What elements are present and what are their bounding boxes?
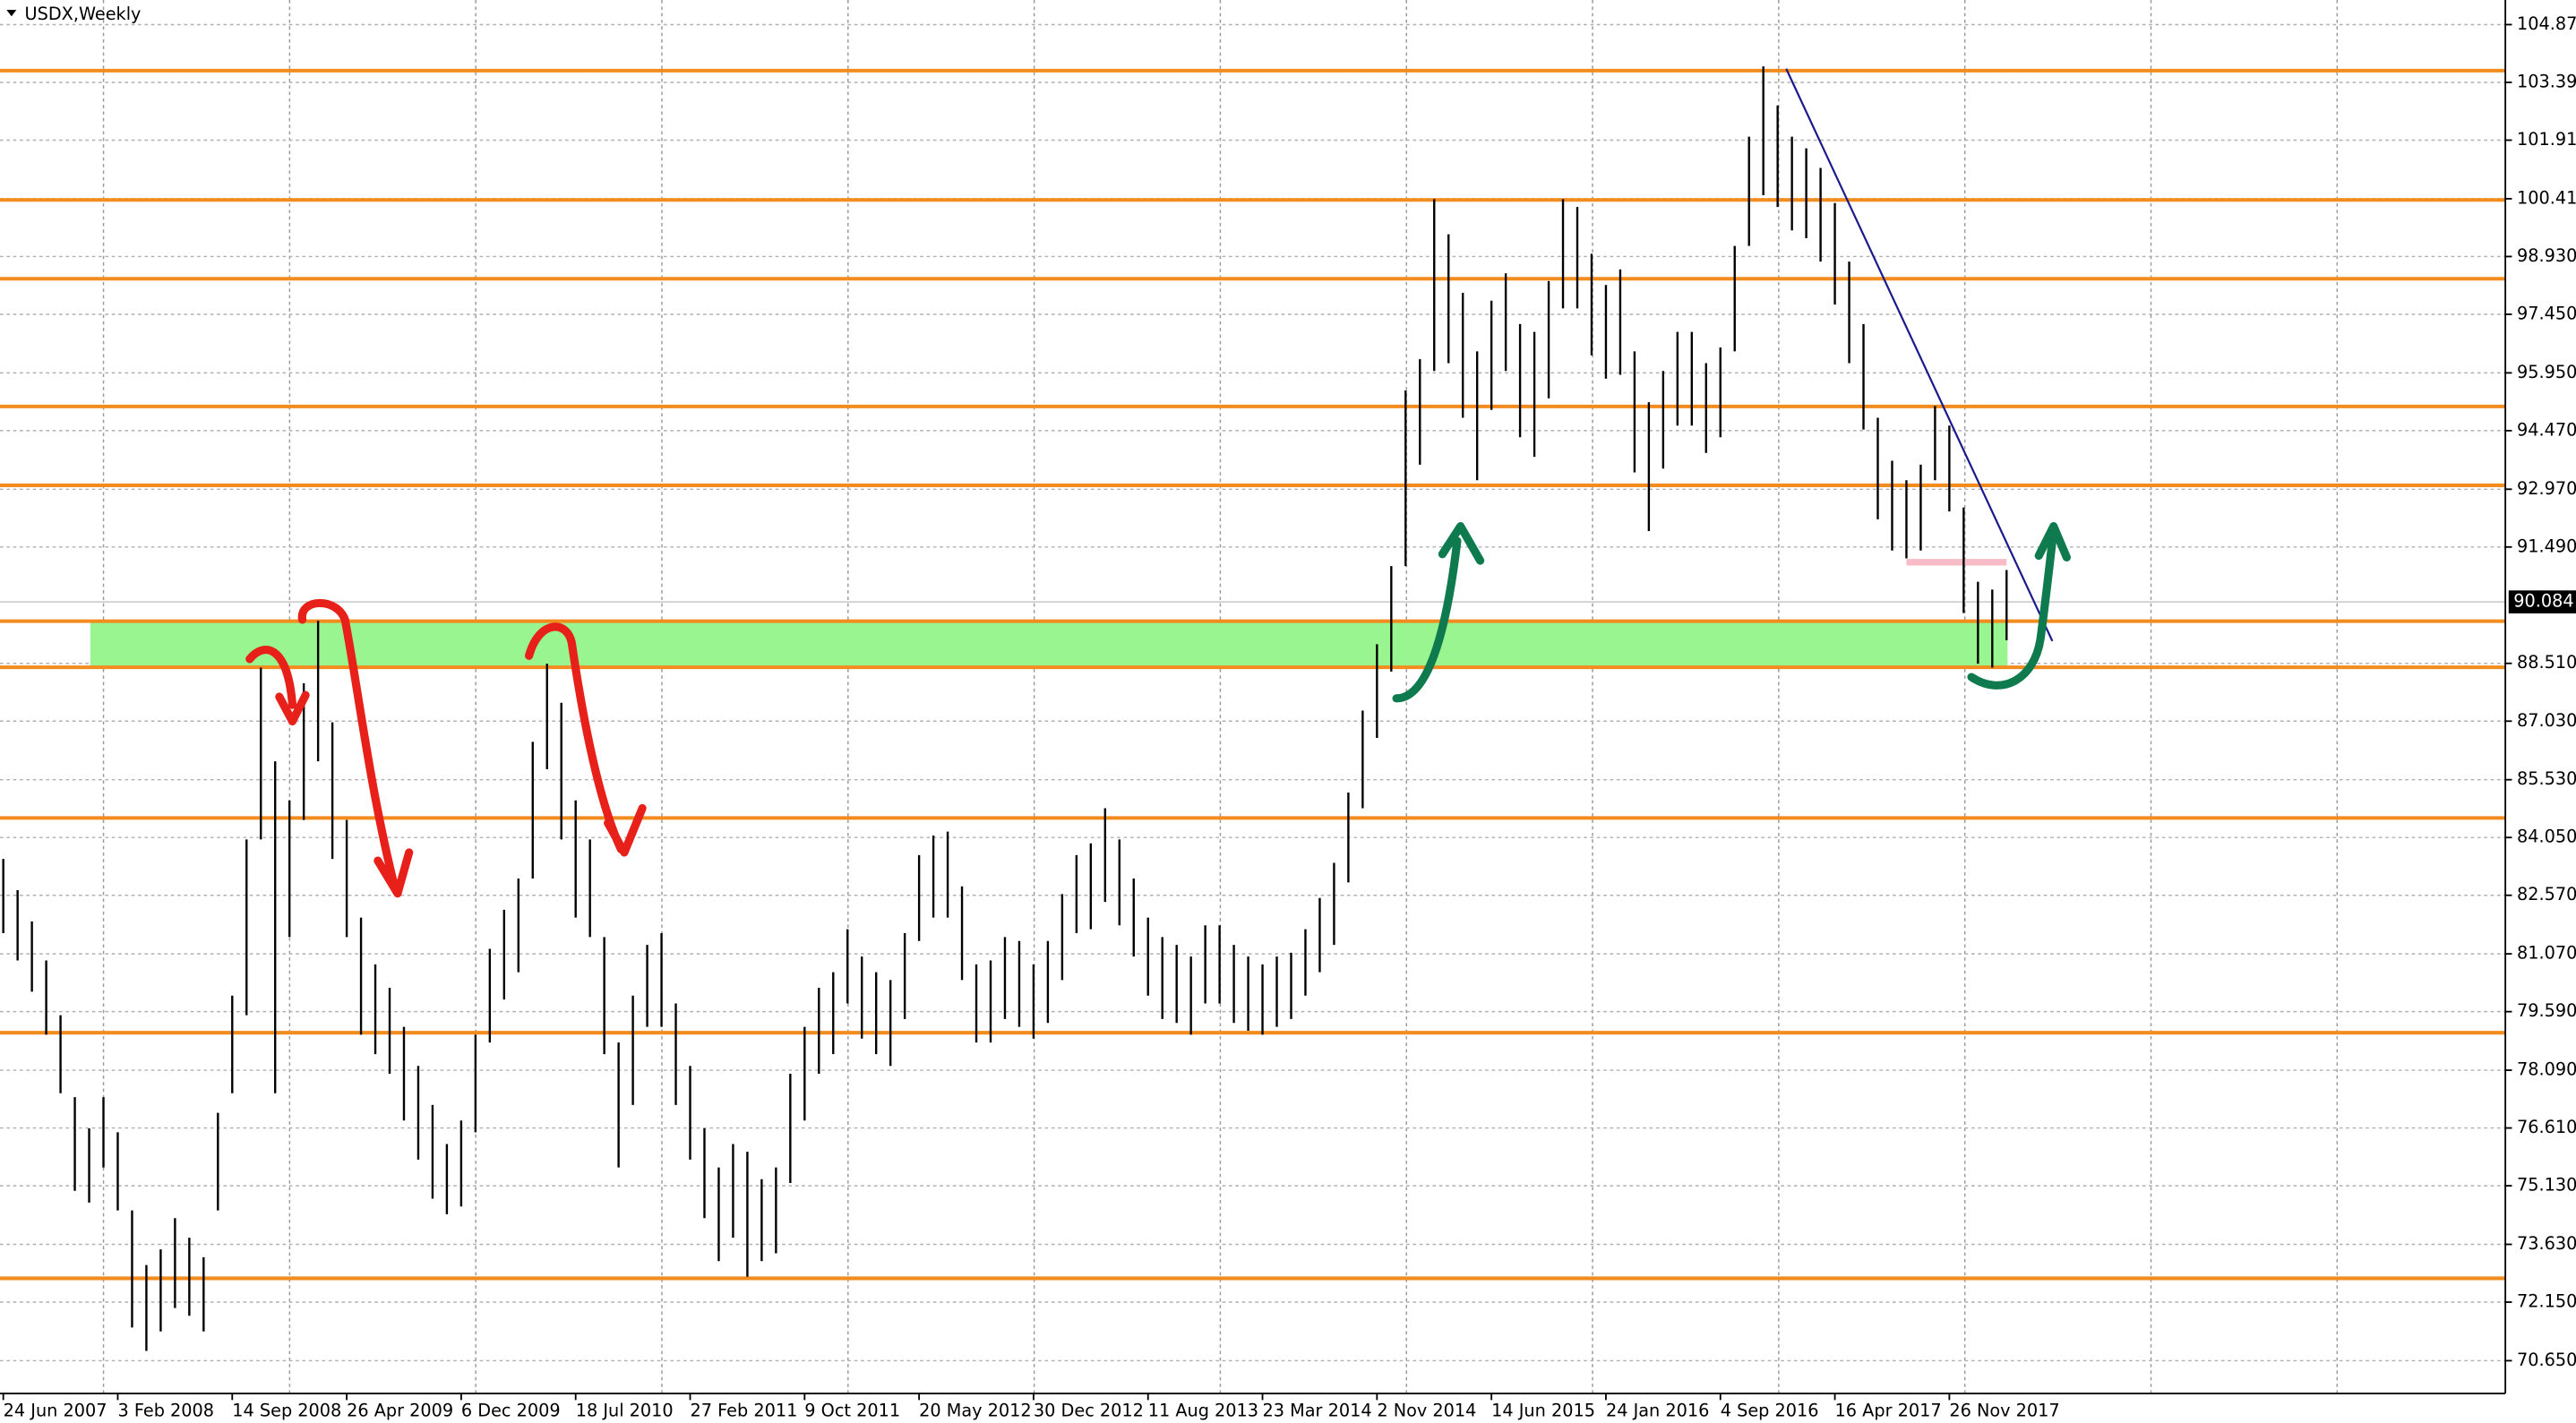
y-tick-label: 103.390 xyxy=(2517,72,2576,92)
red-arrow xyxy=(245,646,297,709)
x-tick-label: 14 Sep 2008 xyxy=(232,1401,341,1421)
y-tick-label: 73.630 xyxy=(2517,1233,2576,1254)
zone xyxy=(90,621,2008,668)
red-arrow-head xyxy=(275,690,310,726)
green-arrow xyxy=(1392,536,1462,703)
y-tick-label: 94.470 xyxy=(2517,419,2576,440)
x-tick-label: 16 Apr 2017 xyxy=(1835,1401,1942,1421)
y-tick-label: 100.410 xyxy=(2517,187,2576,208)
x-tick-label: 23 Mar 2014 xyxy=(1263,1401,1372,1421)
y-tick-label: 76.610 xyxy=(2517,1117,2576,1137)
x-tick-label: 4 Sep 2016 xyxy=(1721,1401,1819,1421)
x-tick-label: 30 Dec 2012 xyxy=(1034,1401,1144,1421)
y-tick-label: 72.150 xyxy=(2517,1291,2576,1312)
x-tick-label: 3 Feb 2008 xyxy=(117,1401,214,1421)
y-tick-label: 87.030 xyxy=(2517,710,2576,731)
x-tick-label: 18 Jul 2010 xyxy=(576,1401,674,1421)
y-tick-label: 79.590 xyxy=(2517,1000,2576,1021)
menu-triangle xyxy=(6,9,17,17)
x-tick-label: 24 Jun 2007 xyxy=(4,1401,107,1421)
x-tick-label: 11 Aug 2013 xyxy=(1148,1401,1258,1421)
y-tick-label: 75.130 xyxy=(2517,1175,2576,1196)
price-bars xyxy=(2,66,2008,1351)
red-arrow xyxy=(297,598,399,890)
x-tick-label: 2 Nov 2014 xyxy=(1377,1401,1476,1421)
last-price-label: 90.084 xyxy=(2513,591,2573,612)
y-tick-label: 101.910 xyxy=(2517,129,2576,150)
annotations xyxy=(0,68,2506,1281)
red-arrow xyxy=(525,622,625,853)
green-arrow-head xyxy=(2034,522,2071,561)
chart-title: USDX,Weekly xyxy=(25,4,142,24)
last-price-box xyxy=(2508,590,2576,613)
y-tick-label: 104.870 xyxy=(2517,13,2576,34)
x-tick-label: 24 Jan 2016 xyxy=(1606,1401,1709,1421)
x-tick-label: 9 Oct 2011 xyxy=(804,1401,900,1421)
arrows xyxy=(245,522,2071,898)
y-tick-label: 82.570 xyxy=(2517,884,2576,904)
y-tick-label: 78.090 xyxy=(2517,1059,2576,1080)
y-tick-label: 92.970 xyxy=(2517,478,2576,499)
x-tick-label: 20 May 2012 xyxy=(919,1401,1032,1421)
y-tick-label: 81.070 xyxy=(2517,943,2576,964)
x-tick-label: 26 Nov 2017 xyxy=(1949,1401,2059,1421)
x-tick-label: 14 Jun 2015 xyxy=(1491,1401,1595,1421)
y-tick-label: 85.530 xyxy=(2517,768,2576,789)
x-tick-label: 26 Apr 2009 xyxy=(347,1401,453,1421)
x-tick-label: 6 Dec 2009 xyxy=(461,1401,561,1421)
green-arrow-head xyxy=(1438,522,1485,565)
y-tick-label: 84.050 xyxy=(2517,827,2576,847)
y-tick-label: 95.950 xyxy=(2517,362,2576,382)
y-tick-label: 88.510 xyxy=(2517,652,2576,673)
trendline xyxy=(1785,68,2054,642)
y-tick-label: 97.450 xyxy=(2517,303,2576,323)
red-arrow-head xyxy=(374,848,414,898)
x-tick-label: 27 Feb 2011 xyxy=(691,1401,798,1421)
y-tick-label: 70.650 xyxy=(2517,1350,2576,1370)
grid xyxy=(0,0,2506,1394)
green-arrow xyxy=(1967,527,2058,690)
y-tick-label: 91.490 xyxy=(2517,536,2576,556)
red-arrow-head xyxy=(604,803,647,857)
y-tick-label: 98.930 xyxy=(2517,245,2576,266)
